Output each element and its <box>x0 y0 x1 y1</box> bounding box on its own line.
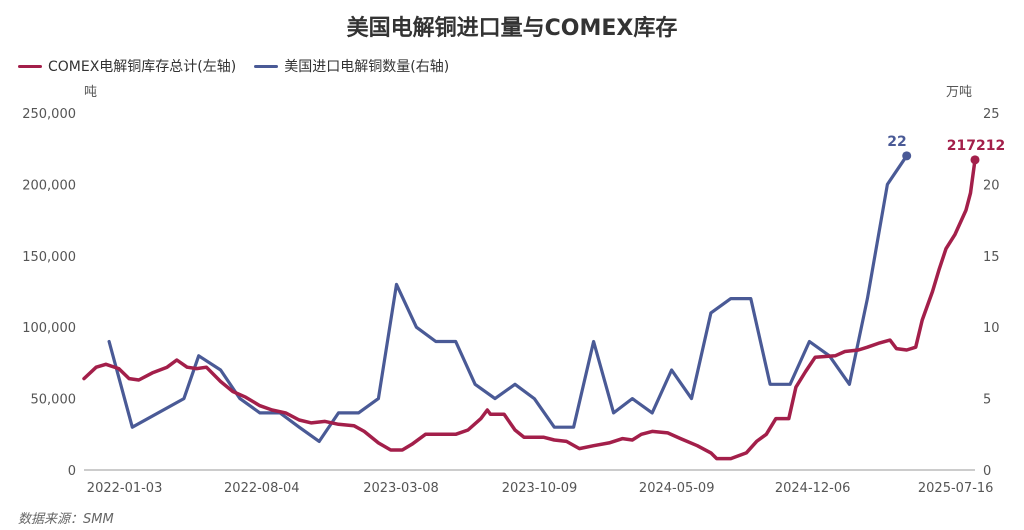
series-end-marker-imports <box>902 151 912 161</box>
series-end-label-inventory: 217212 <box>947 138 1005 154</box>
right-tick-label: 10 <box>983 321 1000 336</box>
right-tick-label: 20 <box>983 178 1000 193</box>
x-tick-label: 2025-07-16 <box>918 481 994 496</box>
x-tick-label: 2022-01-03 <box>87 481 163 496</box>
x-tick-label: 2024-05-09 <box>639 481 715 496</box>
series-line-imports <box>107 154 909 443</box>
left-tick-label: 150,000 <box>22 250 76 265</box>
left-axis-ticks: 250,000 200,000 150,000 100,000 50,000 0 <box>22 107 76 479</box>
legend-label-inventory: COMEX电解铜库存总计(左轴) <box>48 59 237 75</box>
chart-legend: COMEX电解铜库存总计(左轴) 美国进口电解铜数量(右轴) <box>18 56 449 76</box>
right-axis-ticks: 25 20 15 10 5 0 <box>983 107 1000 479</box>
legend-label-imports: 美国进口电解铜数量(右轴) <box>284 59 450 75</box>
left-tick-label: 100,000 <box>22 321 76 336</box>
left-tick-label: 50,000 <box>31 393 77 408</box>
chart-title: 美国电解铜进口量与COMEX库存 <box>346 16 678 41</box>
source-note: 数据来源：SMM <box>18 512 114 527</box>
legend-swatch-imports <box>254 64 279 68</box>
series-layer: 22 217212 <box>82 134 1005 461</box>
right-axis-unit: 万吨 <box>946 85 972 100</box>
x-axis-ticks: 2022-01-03 2022-08-04 2023-03-08 2023-10-09… <box>87 481 994 496</box>
left-tick-label: 250,000 <box>22 107 76 122</box>
x-tick-label: 2023-10-09 <box>502 481 578 496</box>
left-tick-label: 200,000 <box>22 178 76 193</box>
series-end-marker-inventory <box>970 155 980 165</box>
legend-item-inventory[interactable]: COMEX电解铜库存总计(左轴) <box>18 56 236 76</box>
x-tick-label: 2024-12-06 <box>775 481 851 496</box>
left-axis-unit: 吨 <box>84 85 97 100</box>
series-end-label-imports: 22 <box>887 134 906 150</box>
right-tick-label: 5 <box>983 393 991 408</box>
series-line-inventory <box>82 158 977 461</box>
right-tick-label: 15 <box>983 250 1000 265</box>
x-tick-label: 2022-08-04 <box>224 481 300 496</box>
right-tick-label: 25 <box>983 107 1000 122</box>
legend-item-imports[interactable]: 美国进口电解铜数量(右轴) <box>254 56 449 76</box>
right-tick-label: 0 <box>983 464 991 479</box>
left-tick-label: 0 <box>68 464 76 479</box>
x-tick-label: 2023-03-08 <box>363 481 439 496</box>
legend-swatch-inventory <box>18 64 42 68</box>
